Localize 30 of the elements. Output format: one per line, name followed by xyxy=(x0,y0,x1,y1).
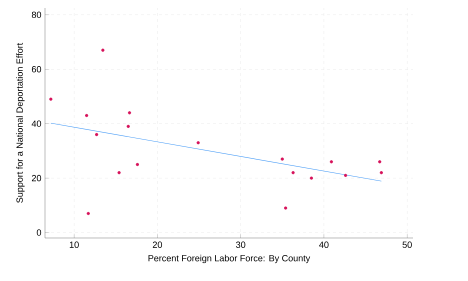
point xyxy=(280,157,284,161)
x-tick-label: 10 xyxy=(70,242,79,248)
point xyxy=(101,48,104,52)
x-tick-label: 40 xyxy=(319,242,329,248)
point xyxy=(136,162,140,166)
point xyxy=(85,114,88,118)
point xyxy=(284,206,288,210)
y-tick-label: 20 xyxy=(32,174,42,182)
y-tick-label: 60 xyxy=(32,66,42,72)
y-tick-label: 0 xyxy=(36,229,42,236)
point xyxy=(196,141,200,144)
point xyxy=(49,98,52,101)
point xyxy=(95,132,98,136)
point xyxy=(310,176,314,180)
point xyxy=(292,171,295,174)
point xyxy=(86,212,90,216)
point xyxy=(380,171,383,174)
y-tick-label: 80 xyxy=(32,12,42,18)
x-tick-label: 30 xyxy=(236,242,246,248)
x-tick-label: 20 xyxy=(152,242,162,248)
point xyxy=(118,171,121,174)
x-axis-title: Percent Foreign Labor Force: By County xyxy=(148,254,310,264)
y-tick-label: 40 xyxy=(32,120,42,127)
x-tick-label: 50 xyxy=(402,242,412,248)
point xyxy=(126,124,130,128)
point xyxy=(344,174,348,177)
point xyxy=(378,160,382,164)
point xyxy=(330,160,334,164)
y-axis-title: Support for a National Deportation Effort xyxy=(16,42,25,203)
point xyxy=(128,111,132,114)
